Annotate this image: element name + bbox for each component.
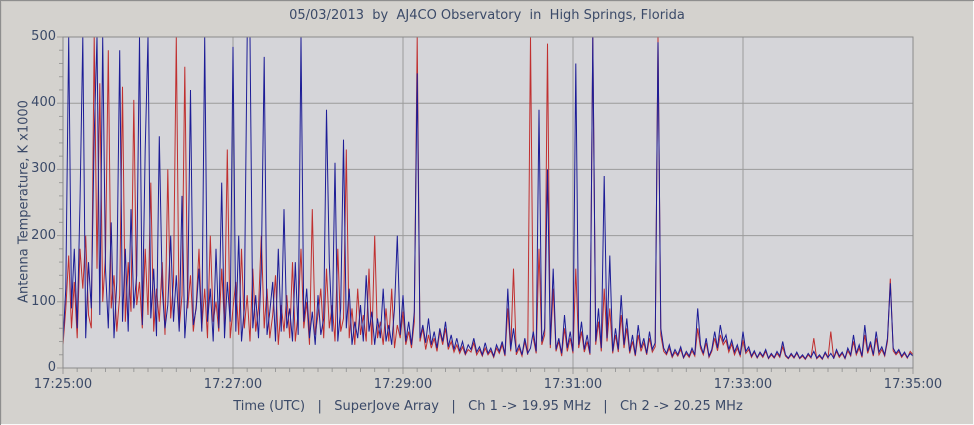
x-tick-label: 17:33:00	[713, 377, 773, 392]
y-tick-label: 500	[31, 29, 56, 44]
x-tick-label: 17:27:00	[203, 377, 263, 392]
x-tick-label: 17:25:00	[33, 377, 93, 392]
y-tick-label: 100	[31, 293, 56, 309]
y-tick-label: 200	[31, 227, 56, 243]
plot-background	[63, 37, 913, 368]
x-axis-title: Time (UTC) | SuperJove Array | Ch 1 -> 1…	[233, 399, 743, 414]
y-tick-label: 0	[47, 360, 56, 375]
x-tick-label: 17:29:00	[373, 377, 433, 392]
y-tick-label: 300	[31, 161, 56, 177]
x-tick-label: 17:31:00	[543, 377, 603, 392]
y-tick-label: 400	[31, 95, 56, 111]
series-trace-ch2	[63, 37, 913, 360]
series-trace-ch1	[63, 37, 913, 361]
plot-frame	[62, 36, 914, 369]
chart-title: 05/03/2013 by AJ4CO Observatory in High …	[289, 8, 685, 23]
x-tick-label: 17:35:00	[883, 377, 943, 392]
